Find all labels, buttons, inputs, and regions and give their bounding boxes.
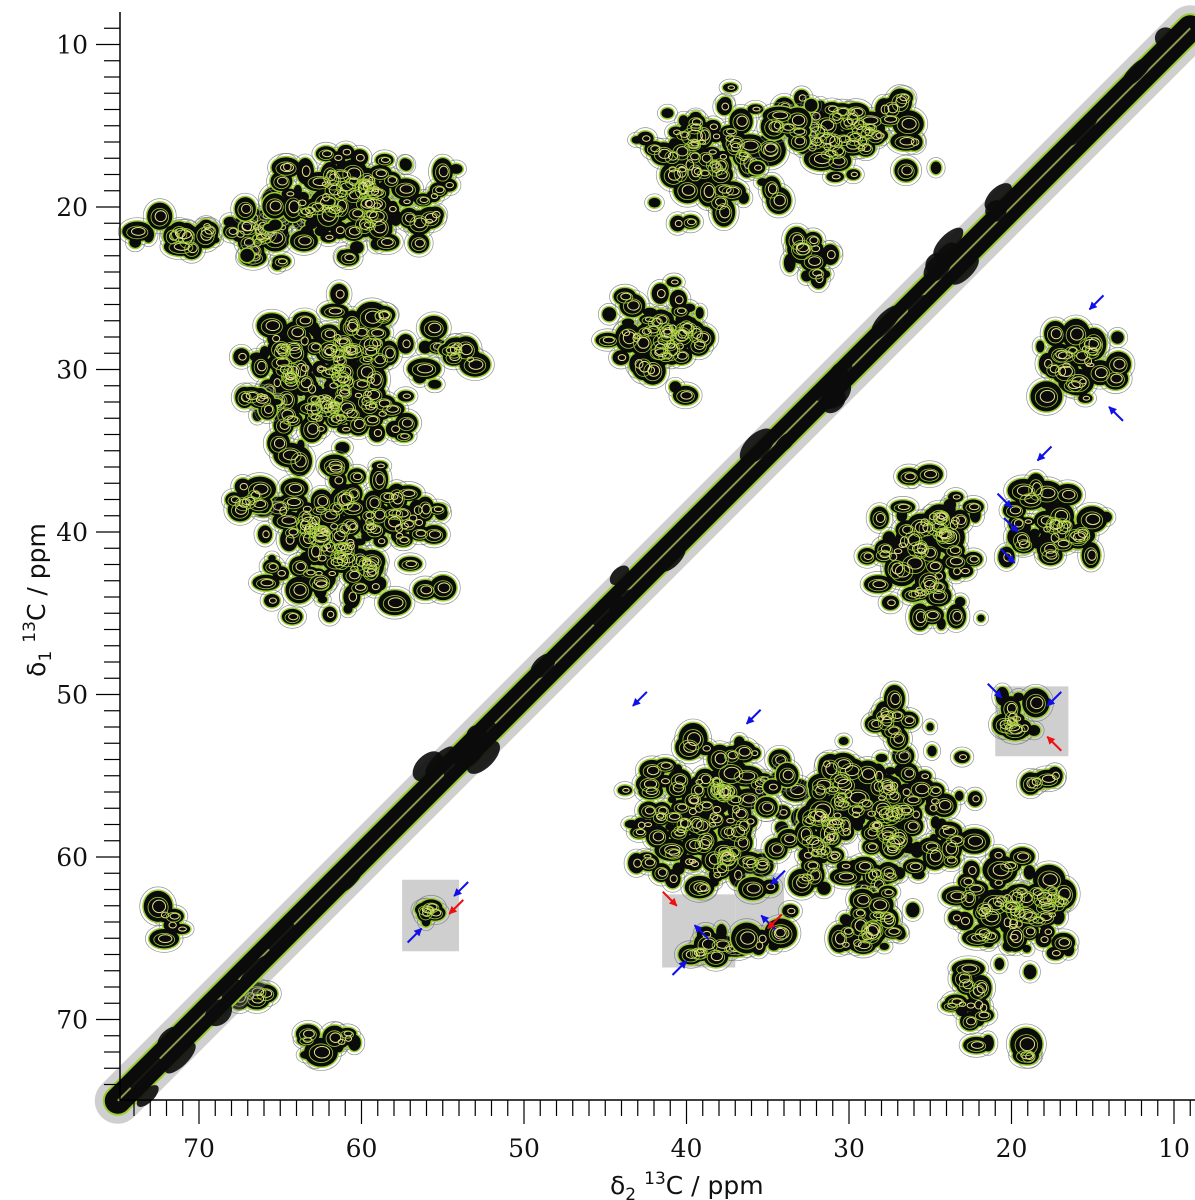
contour-cluster-15 (613, 718, 816, 903)
y-axis-ticks: 10 20 30 40 50 60 70 (56, 27, 120, 1086)
contour-cluster-11 (591, 272, 720, 410)
arrow-red-10 (1046, 736, 1062, 752)
x-tick-label-60: 60 (346, 1134, 378, 1163)
contour-cluster-8 (627, 78, 796, 236)
arrow-blue-11 (453, 881, 469, 897)
contour-cluster-0 (117, 198, 224, 264)
contour-cluster-27 (139, 886, 195, 953)
x-tick-label-10: 10 (1158, 1134, 1190, 1163)
arrow-blue-1 (1108, 406, 1124, 422)
contour-cluster-21 (674, 919, 756, 972)
y-tick-label-60: 60 (56, 843, 88, 872)
contour-clusters (117, 78, 1136, 1071)
y-tick-label-50: 50 (56, 681, 88, 710)
y-tick-label-30: 30 (56, 356, 88, 385)
contour-cluster-26 (291, 1020, 366, 1071)
contour-cluster-9 (744, 84, 946, 187)
diagonal-ridge (94, 5, 1195, 1124)
x-axis-ticks: 70 60 50 40 30 20 10 (133, 1100, 1191, 1163)
contour-cluster-12 (853, 460, 989, 635)
arrow-blue-0 (1088, 294, 1105, 311)
arrow-blue-13 (406, 927, 423, 944)
contour-cluster-30 (756, 94, 822, 156)
contour-cluster-7 (434, 331, 495, 381)
contour-cluster-5 (246, 450, 461, 629)
contour-cluster-17 (988, 682, 1054, 745)
arrow-blue-5 (1000, 548, 1016, 564)
arrow-blue-7 (745, 709, 762, 725)
arrow-red-12 (448, 899, 464, 915)
contour-cluster-2 (230, 140, 467, 270)
arrow-blue-15 (693, 924, 710, 940)
arrow-red-19 (767, 913, 783, 930)
contour-cluster-29 (1005, 1023, 1047, 1069)
arrow-red-14 (662, 891, 678, 907)
axes (119, 12, 1195, 1101)
arrow-blue-6 (632, 691, 648, 707)
x-tick-label-70: 70 (183, 1134, 215, 1163)
y-tick-label-20: 20 (56, 193, 88, 222)
annotation-arrows (406, 294, 1124, 976)
contour-cluster-25 (410, 895, 450, 931)
contour-cluster-20 (936, 955, 999, 1058)
contour-cluster-16 (733, 732, 995, 923)
x-tick-label-50: 50 (508, 1134, 540, 1163)
contour-cluster-24 (860, 680, 939, 755)
diagonal-center-line (117, 27, 1191, 1102)
contour-cluster-14 (993, 468, 1117, 573)
arrow-blue-9 (1046, 691, 1062, 707)
contour-cluster-4 (230, 382, 286, 424)
x-tick-label-20: 20 (996, 1134, 1028, 1163)
x-tick-label-40: 40 (671, 1134, 703, 1163)
contour-cluster-23 (824, 881, 924, 959)
y-tick-label-70: 70 (56, 1006, 88, 1035)
arrow-blue-8 (987, 683, 1003, 699)
contour-cluster-10 (779, 222, 844, 294)
arrow-blue-2 (1036, 445, 1053, 462)
x-tick-label-30: 30 (833, 1134, 865, 1163)
contour-cluster-18 (1015, 762, 1068, 800)
y-tick-label-10: 10 (56, 31, 88, 60)
arrow-blue-16 (671, 960, 688, 976)
x-axis-title: δ213C / ppm (610, 1169, 764, 1200)
y-axis-title: δ113C / ppm (20, 523, 56, 677)
contour-cluster-13 (1026, 314, 1136, 416)
arrow-blue-3 (996, 492, 1013, 509)
contour-cluster-19 (937, 843, 1081, 984)
y-tick-label-40: 40 (56, 518, 88, 547)
arrow-blue-4 (1003, 517, 1019, 533)
arrow-blue-17 (770, 869, 786, 886)
contour-cluster-6 (220, 472, 281, 526)
